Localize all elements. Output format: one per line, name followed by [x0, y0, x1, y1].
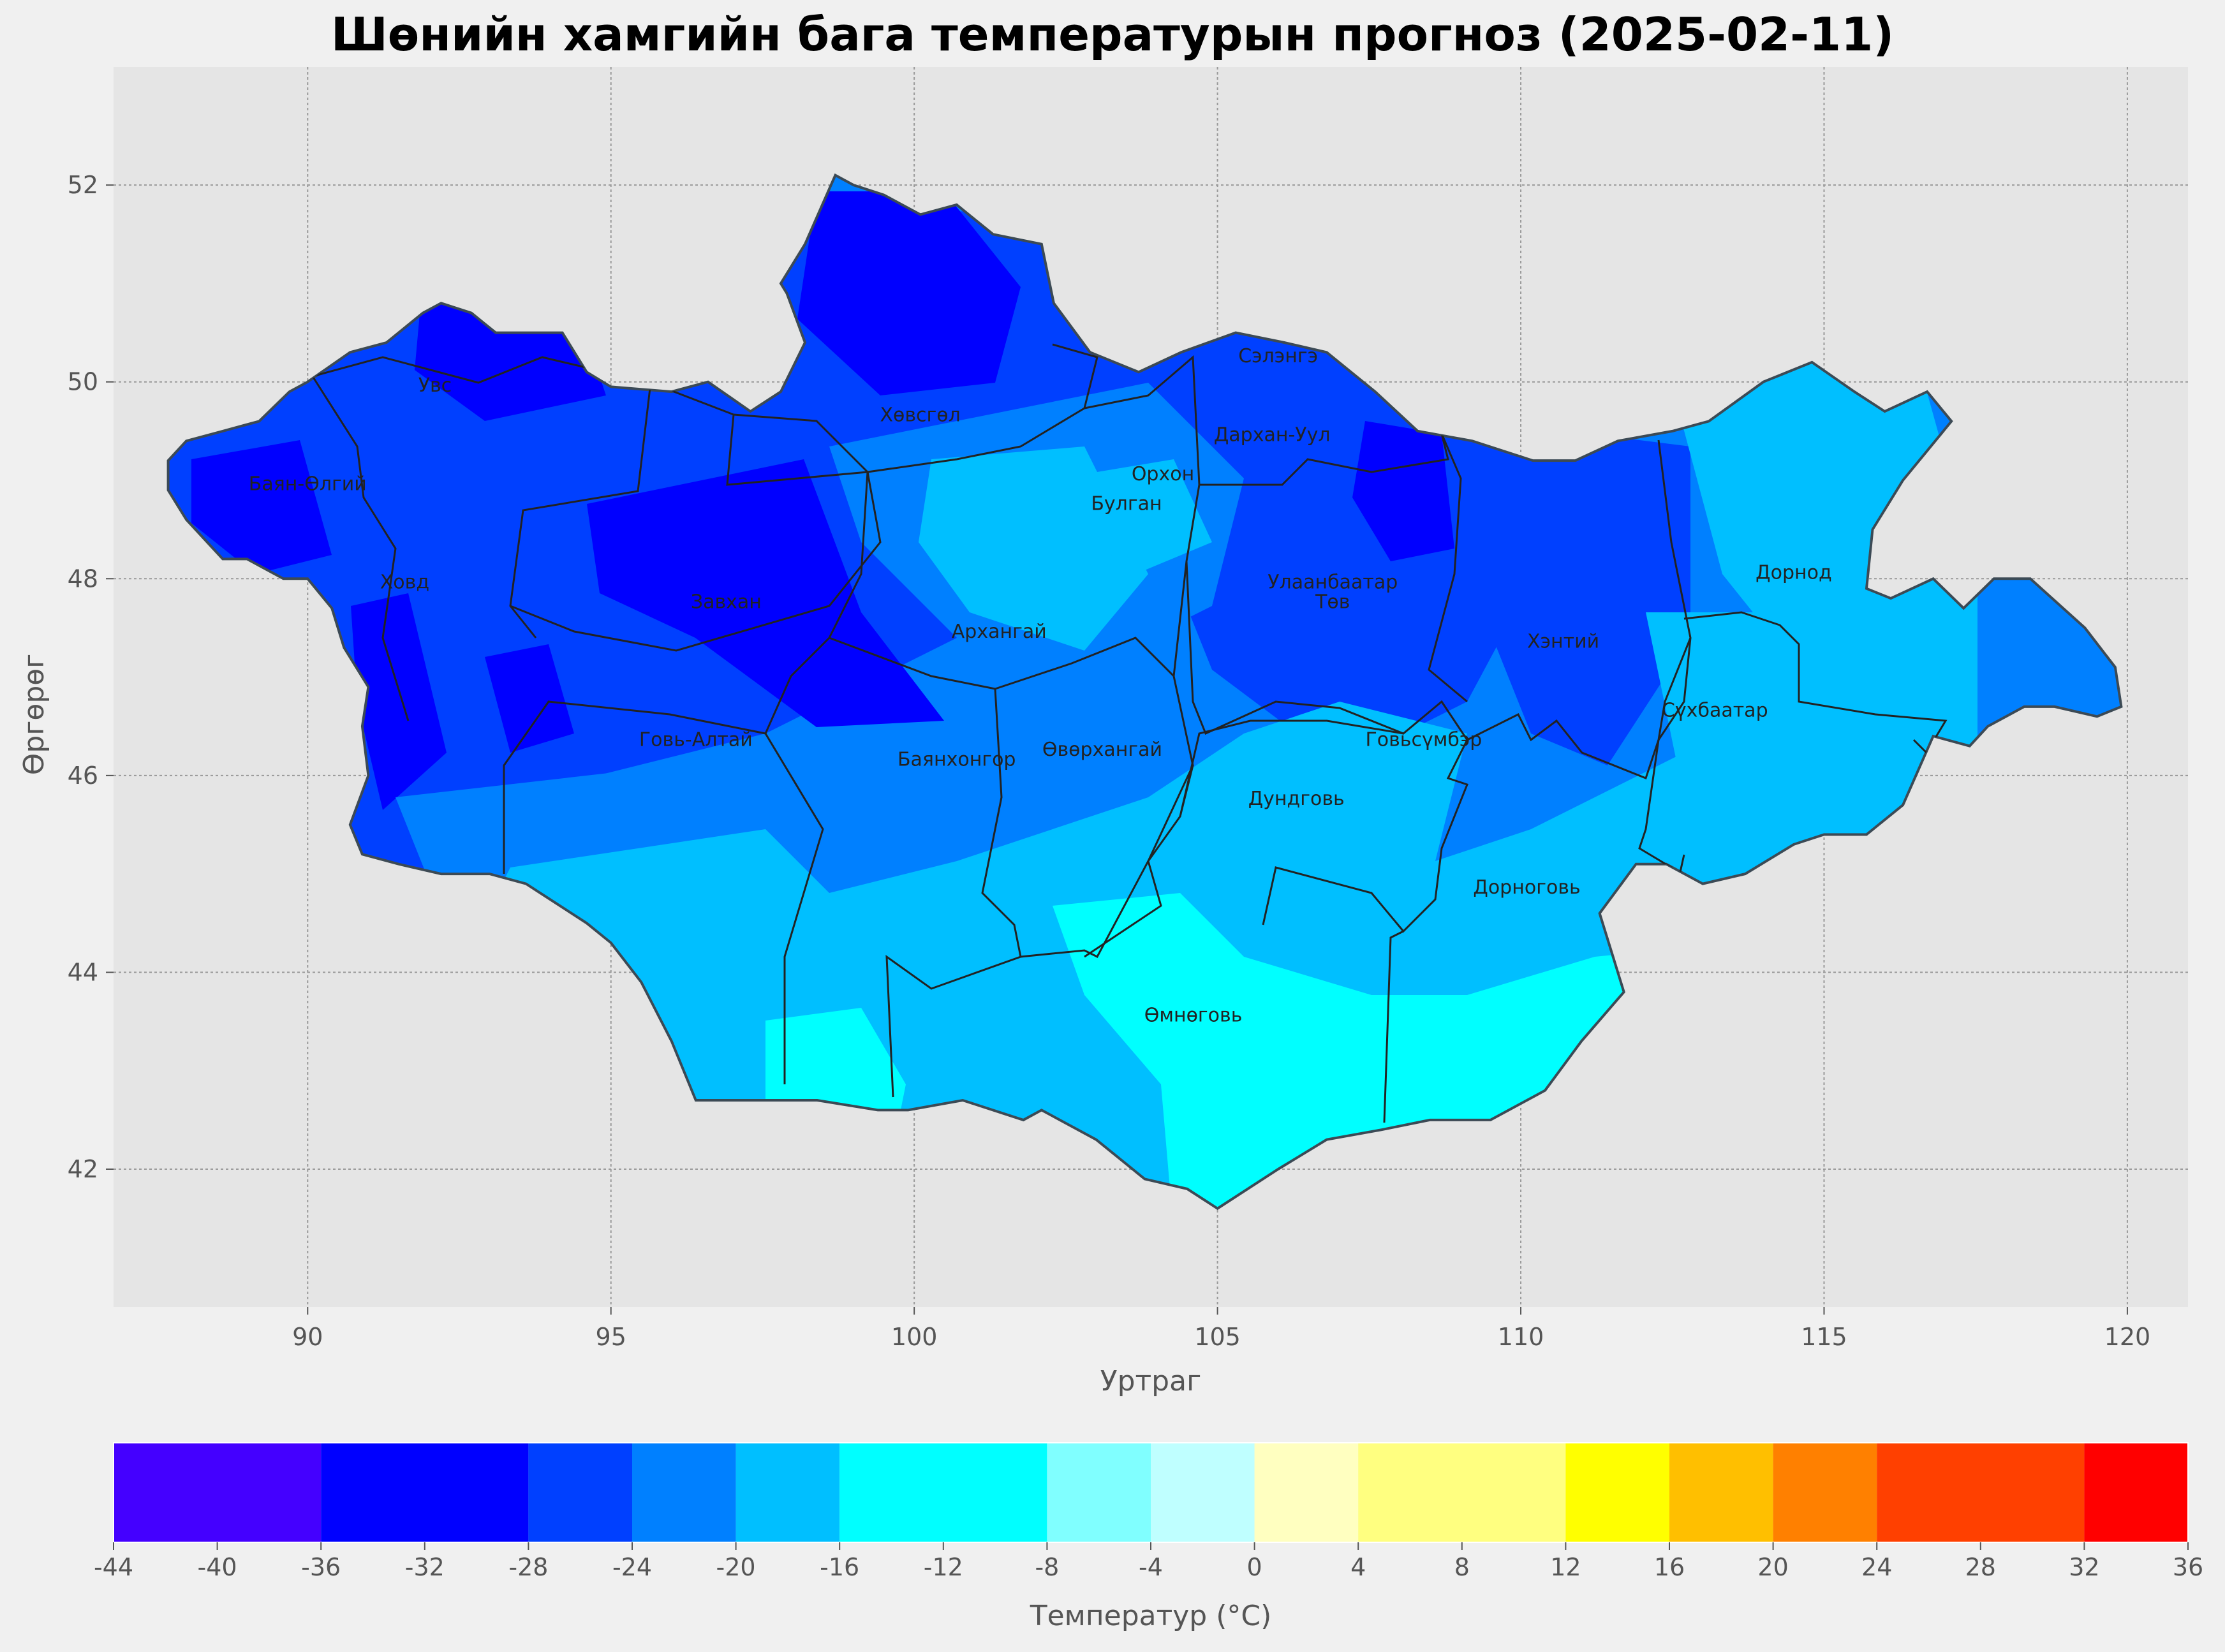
colorbar-tick-label: -40 [198, 1553, 237, 1581]
colorbar-label: Температур (°C) [1030, 1600, 1272, 1632]
colorbar-tick-label: 16 [1654, 1553, 1685, 1581]
province-label: Дорнод [1756, 561, 1832, 584]
colorbar-bin [528, 1443, 632, 1542]
y-tick-label: 42 [68, 1155, 98, 1183]
x-tick-label: 105 [1194, 1323, 1241, 1351]
colorbar-tick-label: -32 [405, 1553, 445, 1581]
colorbar-bin [1358, 1443, 1566, 1542]
colorbar-bin [2084, 1443, 2188, 1542]
colorbar-bin [321, 1443, 529, 1542]
colorbar-tick-label: -16 [820, 1553, 859, 1581]
colorbar-tick-label: -36 [301, 1553, 341, 1581]
x-axis-label: Уртраг [1100, 1365, 1201, 1398]
colorbar-bin [1565, 1443, 1669, 1542]
y-axis-label: Өргөрөг [18, 654, 50, 776]
colorbar-bin [114, 1443, 322, 1542]
province-label: Хэнтий [1527, 630, 1599, 653]
colorbar-tick-label: -44 [94, 1553, 133, 1581]
colorbar-tick-label: 32 [2069, 1553, 2099, 1581]
province-label: Ховд [380, 572, 429, 594]
province-label: Завхан [691, 591, 762, 614]
colorbar-tick-label: -4 [1139, 1553, 1163, 1581]
colorbar-tick-label: -8 [1035, 1553, 1059, 1581]
province-label: Орхон [1132, 463, 1194, 485]
colorbar-tick-label: 24 [1861, 1553, 1892, 1581]
colorbar-tick-label: -20 [716, 1553, 756, 1581]
province-labels: Увс Баян-Өлгий Ховд Завхан Хөвсгөл Архангай Го… [249, 345, 1832, 1027]
province-label: Өмнөговь [1144, 1005, 1243, 1027]
province-label: Увс [418, 374, 452, 397]
colorbar-bin [839, 1443, 1047, 1542]
colorbar-bin [736, 1443, 840, 1542]
colorbar-bin [1151, 1443, 1255, 1542]
colorbar-tick-label: 4 [1350, 1553, 1366, 1581]
x-tick-label: 110 [1498, 1323, 1544, 1351]
y-axis-ticks: 52 50 48 46 44 42 [68, 171, 114, 1183]
province-label: Сүхбаатар [1662, 699, 1768, 721]
colorbar-tick-label: -24 [612, 1553, 652, 1581]
colorbar: -44 -40 -36 -32 -28 -24 -20 -16 -12 -8 -4 0 4 8 12 16 20… [94, 1442, 2203, 1581]
colorbar-tick-label: 28 [1965, 1553, 1996, 1581]
province-label: Сэлэнгэ [1238, 345, 1318, 367]
colorbar-bin [1773, 1443, 1877, 1542]
y-tick-label: 50 [68, 368, 98, 396]
map-title: Шөнийн хамгийн бага температурын прогноз… [330, 8, 1895, 61]
colorbar-tick-label: 0 [1247, 1553, 1262, 1581]
colorbar-bin [1877, 1443, 2085, 1542]
x-tick-label: 115 [1801, 1323, 1847, 1351]
colorbar-tick-label: 8 [1454, 1553, 1470, 1581]
country-outline [166, 173, 2123, 1211]
colorbar-tick-label: -28 [508, 1553, 548, 1581]
province-label: Төв [1315, 591, 1350, 614]
province-label: Говь-Алтай [639, 729, 753, 751]
y-tick-label: 52 [68, 171, 98, 199]
colorbar-tick-label: 20 [1757, 1553, 1788, 1581]
x-tick-label: 120 [2104, 1323, 2151, 1351]
province-label: Баян-Өлгий [249, 473, 367, 495]
province-label: Хөвсгөл [880, 404, 960, 426]
colorbar-bin [1254, 1443, 1359, 1542]
colorbar-bin [1047, 1443, 1151, 1542]
colorbar-bin [1669, 1443, 1773, 1542]
province-label: Дархан-Уул [1214, 424, 1331, 446]
province-label: Өвөрхангай [1042, 739, 1162, 761]
colorbar-tick-label: 12 [1550, 1553, 1581, 1581]
x-tick-label: 90 [292, 1323, 323, 1351]
colorbar-bin [632, 1443, 736, 1542]
x-tick-label: 100 [891, 1323, 938, 1351]
y-tick-label: 44 [68, 958, 98, 986]
province-label: Булган [1091, 492, 1162, 515]
colorbar-tick-label: -12 [924, 1553, 963, 1581]
province-label: Дорноговь [1473, 876, 1580, 899]
province-label: Архангай [952, 621, 1047, 643]
x-axis-ticks: 90 95 100 105 110 115 120 [292, 1307, 2150, 1351]
province-borders [311, 343, 1948, 1123]
province-label: Дундговь [1248, 788, 1345, 810]
y-tick-label: 48 [68, 564, 98, 593]
province-label: Улаанбаатар [1268, 572, 1398, 594]
colorbar-tick-label: 36 [2173, 1553, 2203, 1581]
y-tick-label: 46 [68, 762, 98, 790]
province-label: Говьсүмбэр [1365, 729, 1482, 751]
province-label: Баянхонгор [898, 748, 1016, 771]
x-tick-label: 95 [596, 1323, 626, 1351]
